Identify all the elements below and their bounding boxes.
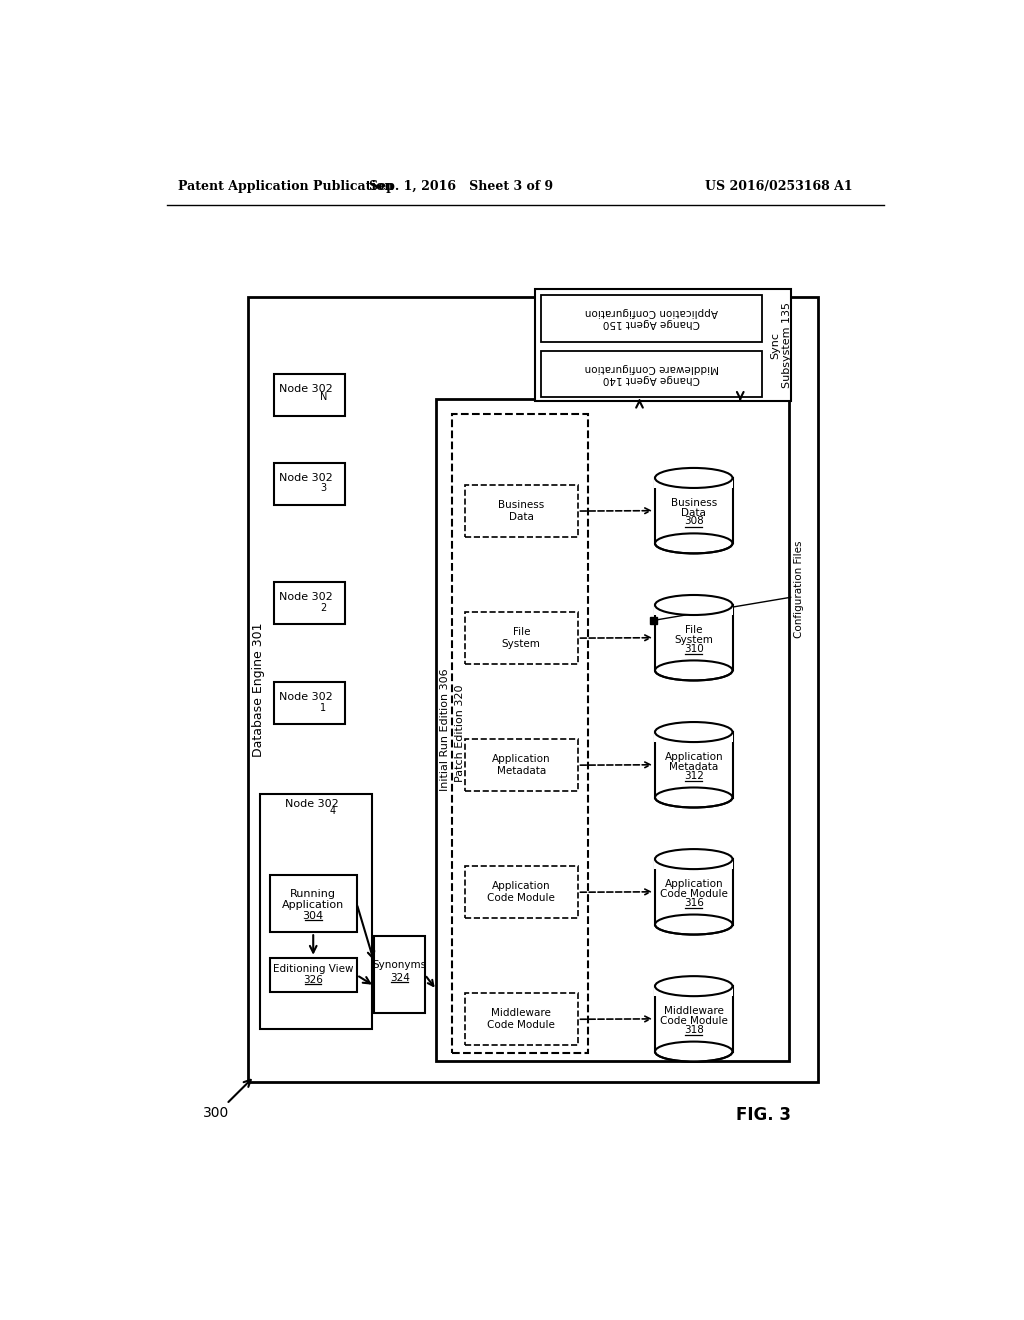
Bar: [465, 612, 578, 664]
Text: Editioning View: Editioning View: [273, 964, 353, 974]
Ellipse shape: [655, 915, 732, 935]
Bar: [654, 478, 733, 488]
Bar: [655, 605, 732, 671]
Text: FIG. 3: FIG. 3: [736, 1106, 791, 1123]
Text: Business: Business: [499, 500, 545, 510]
Text: 318: 318: [684, 1024, 703, 1035]
Text: Middleware Configuration: Middleware Configuration: [585, 363, 719, 372]
Text: Running: Running: [290, 890, 336, 899]
Text: US 2016/0253168 A1: US 2016/0253168 A1: [706, 181, 853, 194]
Bar: [655, 986, 732, 1052]
Text: Configuration Files: Configuration Files: [795, 541, 805, 639]
Ellipse shape: [655, 469, 732, 488]
Text: System: System: [502, 639, 541, 649]
Ellipse shape: [655, 722, 732, 742]
Ellipse shape: [655, 660, 732, 681]
Text: 3: 3: [321, 483, 327, 494]
Text: Application: Application: [492, 754, 551, 764]
Text: Code Module: Code Module: [487, 894, 555, 903]
Text: Patch Edition 320: Patch Edition 320: [456, 685, 466, 783]
Bar: [654, 731, 733, 742]
Bar: [541, 351, 762, 397]
Text: 2: 2: [321, 603, 327, 612]
Bar: [270, 958, 356, 993]
Bar: [649, 616, 657, 624]
Text: Code Module: Code Module: [659, 890, 728, 899]
Bar: [465, 484, 578, 537]
Bar: [465, 993, 578, 1045]
Ellipse shape: [655, 595, 732, 615]
Text: 4: 4: [330, 805, 336, 816]
Bar: [273, 462, 345, 506]
Text: Metadata: Metadata: [497, 767, 546, 776]
Text: Application: Application: [492, 880, 551, 891]
Text: Node 302: Node 302: [286, 800, 339, 809]
Text: 300: 300: [203, 1106, 228, 1121]
Ellipse shape: [655, 788, 732, 808]
Text: File: File: [513, 627, 530, 638]
Text: 308: 308: [684, 516, 703, 527]
Text: 304: 304: [303, 911, 324, 920]
Bar: [452, 414, 588, 1053]
Text: Node 302: Node 302: [279, 473, 333, 483]
Bar: [273, 374, 345, 416]
Text: Code Module: Code Module: [487, 1020, 555, 1031]
Text: File: File: [685, 626, 702, 635]
Bar: [465, 739, 578, 792]
Bar: [541, 296, 762, 342]
Text: System: System: [675, 635, 713, 645]
Text: Change Agent 140: Change Agent 140: [603, 374, 700, 384]
Bar: [270, 874, 356, 932]
Text: Sep. 1, 2016   Sheet 3 of 9: Sep. 1, 2016 Sheet 3 of 9: [370, 181, 553, 194]
Ellipse shape: [655, 533, 732, 553]
Text: 316: 316: [684, 898, 703, 908]
Bar: [248, 297, 818, 1082]
Text: Middleware: Middleware: [492, 1008, 551, 1018]
Bar: [273, 582, 345, 624]
Text: Metadata: Metadata: [669, 762, 719, 772]
Text: 312: 312: [684, 771, 703, 780]
Text: Code Module: Code Module: [659, 1016, 728, 1026]
Bar: [654, 605, 733, 615]
Bar: [655, 478, 732, 544]
Text: Database Engine 301: Database Engine 301: [252, 623, 264, 756]
Text: 310: 310: [684, 644, 703, 653]
Bar: [436, 399, 790, 1061]
Text: Middleware: Middleware: [664, 1006, 724, 1016]
Text: Change Agent 150: Change Agent 150: [603, 318, 700, 329]
Ellipse shape: [655, 849, 732, 869]
Bar: [273, 682, 345, 725]
Text: Data: Data: [681, 508, 707, 517]
Bar: [655, 859, 732, 924]
Text: Application: Application: [665, 752, 723, 762]
Bar: [654, 858, 733, 869]
Text: 1: 1: [321, 702, 327, 713]
Text: Business: Business: [671, 498, 717, 508]
Bar: [465, 866, 578, 919]
Text: 324: 324: [390, 973, 410, 982]
Text: Node 302: Node 302: [279, 384, 333, 393]
Text: Application: Application: [282, 900, 344, 909]
Text: Application Configuration: Application Configuration: [585, 308, 718, 317]
Text: Initial Run Edition 306: Initial Run Edition 306: [440, 668, 450, 791]
Ellipse shape: [655, 1041, 732, 1061]
Bar: [655, 733, 732, 797]
Bar: [375, 936, 425, 1014]
Text: Application: Application: [665, 879, 723, 890]
Text: Node 302: Node 302: [279, 591, 333, 602]
Ellipse shape: [655, 977, 732, 997]
Text: 326: 326: [303, 974, 324, 985]
Text: Synonyms: Synonyms: [373, 961, 427, 970]
Text: Data: Data: [509, 512, 534, 523]
Text: N: N: [319, 392, 327, 401]
Bar: [654, 985, 733, 997]
Bar: [535, 289, 791, 401]
Bar: [260, 793, 372, 1028]
Text: Node 302: Node 302: [279, 692, 333, 702]
Text: Patent Application Publication: Patent Application Publication: [178, 181, 394, 194]
Text: Sync
Subsystem 135: Sync Subsystem 135: [770, 302, 793, 388]
